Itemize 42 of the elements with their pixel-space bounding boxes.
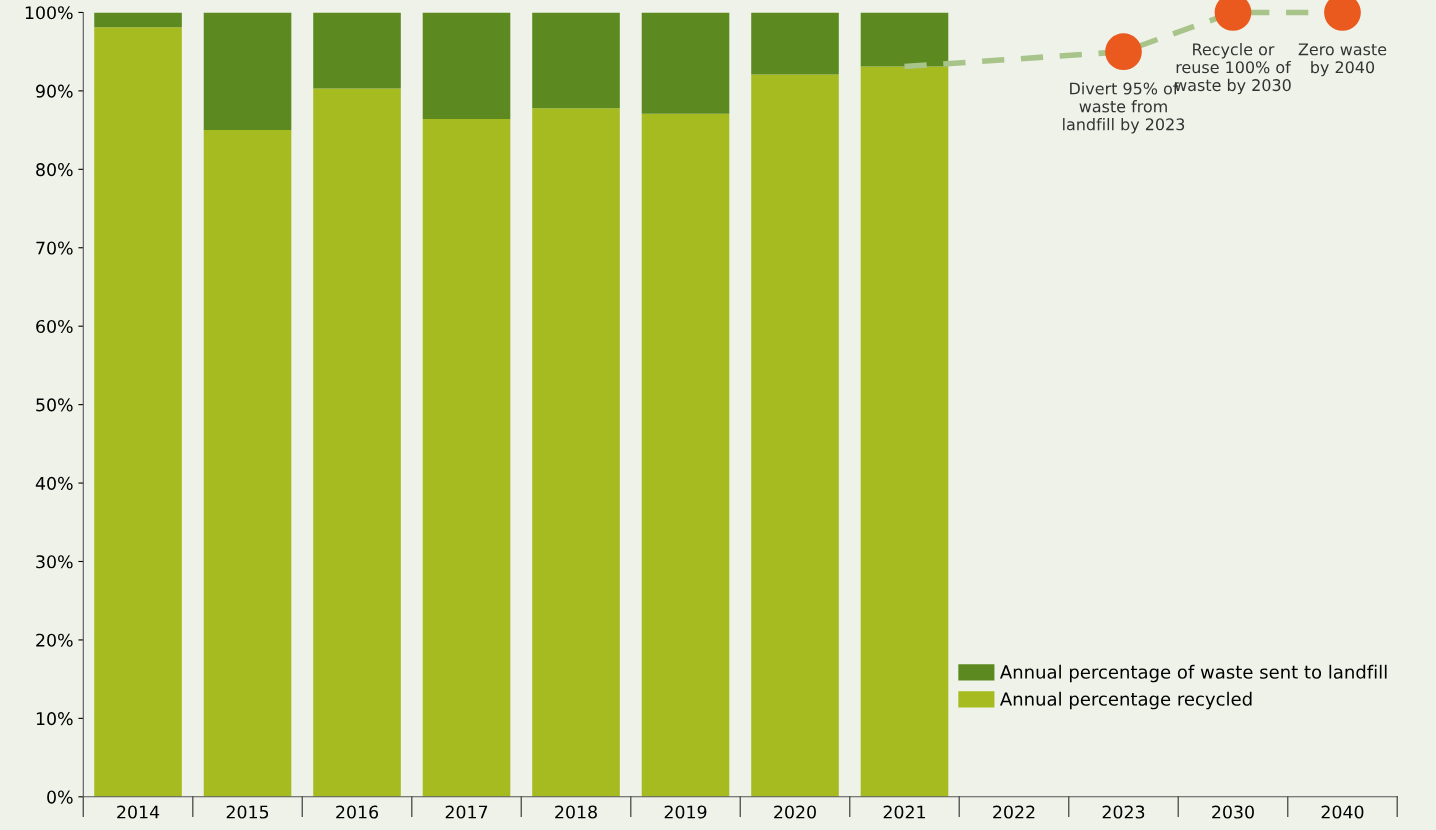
x-tick-label: 2020 <box>774 805 816 819</box>
y-tick-label: 70% <box>36 241 73 255</box>
y-tick-label: 0% <box>47 790 73 804</box>
y-tick-label: 90% <box>36 84 73 98</box>
bar <box>860 12 949 67</box>
bar <box>313 12 401 89</box>
bar <box>532 108 620 797</box>
y-tick-label: 20% <box>36 633 73 647</box>
legend-label: Annual percentage of waste sent to landfill <box>999 664 1387 683</box>
x-tick-label: 2019 <box>664 805 707 819</box>
x-tick-label: 2040 <box>1321 805 1364 819</box>
x-tick-label: 2021 <box>883 805 925 819</box>
bar <box>641 12 730 114</box>
y-tick-label: 100% <box>25 6 73 20</box>
bar <box>532 12 620 109</box>
bar <box>313 88 401 797</box>
y-tick-label: 80% <box>36 163 73 177</box>
bar <box>422 12 511 120</box>
legend-label: Annual percentage recycled <box>999 691 1252 710</box>
y-tick-label: 40% <box>35 476 73 490</box>
y-tick-label: 50% <box>36 398 73 412</box>
x-tick-label: 2015 <box>226 805 269 819</box>
y-tick-label: 10% <box>36 712 73 726</box>
x-tick-label: 2018 <box>555 805 597 819</box>
bar <box>860 66 949 797</box>
y-tick-label: 60% <box>36 319 73 334</box>
x-tick-label: 2030 <box>1212 805 1254 819</box>
y-tick-label: 30% <box>36 555 73 569</box>
bar <box>203 130 292 797</box>
x-tick-label: 2014 <box>117 805 160 819</box>
x-tick-label: 2022 <box>993 805 1035 819</box>
x-tick-label: 2016 <box>336 805 379 819</box>
bar <box>641 113 730 797</box>
bar <box>94 12 182 28</box>
bar <box>94 27 182 797</box>
bar <box>203 12 292 131</box>
bar <box>751 12 839 75</box>
x-tick-label: 2023 <box>1102 805 1145 819</box>
bar <box>751 74 839 797</box>
bar <box>422 119 511 797</box>
annotation: Zero waste by 2040 <box>1298 43 1387 77</box>
x-tick-label: 2017 <box>445 805 488 819</box>
